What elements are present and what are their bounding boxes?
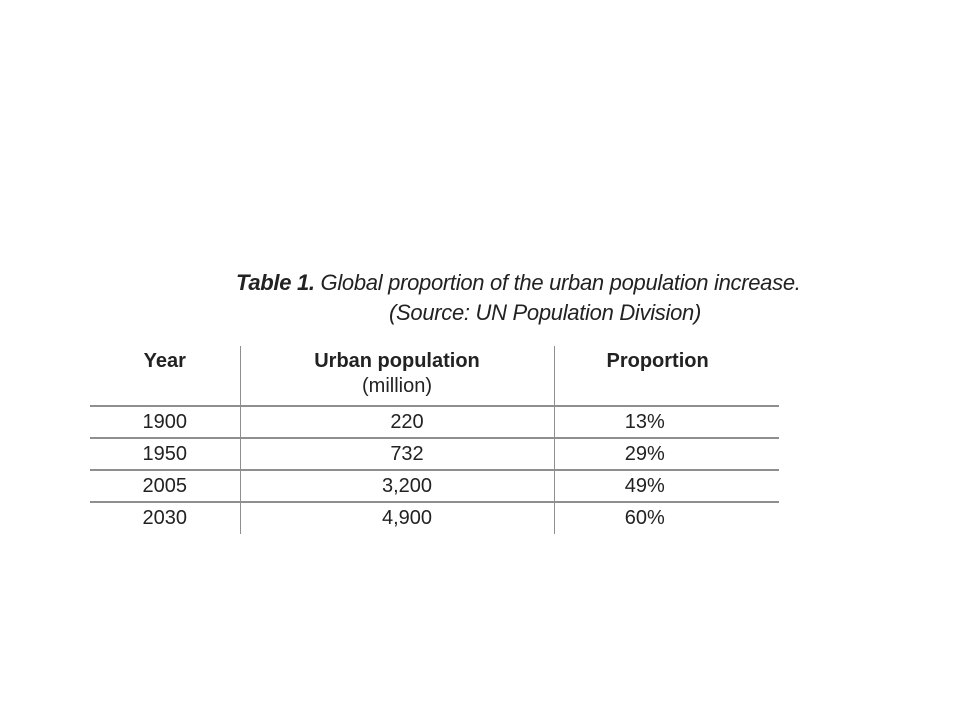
- caption-label: Table 1.: [236, 270, 315, 295]
- caption-text: Global proportion of the urban populatio…: [320, 270, 801, 295]
- cell-urban-population: 732: [239, 437, 554, 470]
- table-row: 1950 732 29%: [90, 437, 779, 470]
- table-header-row: Year Urban population (million) Proporti…: [90, 346, 779, 406]
- cell-proportion: 29%: [553, 437, 779, 470]
- cell-urban-population: 3,200: [239, 469, 554, 502]
- cell-urban-population: 220: [239, 405, 554, 438]
- header-proportion: Proportion: [553, 346, 779, 406]
- table-row: 2005 3,200 49%: [90, 469, 779, 502]
- caption-line-1: Table 1. Global proportion of the urban …: [236, 268, 896, 298]
- header-year: Year: [143, 350, 186, 372]
- cell-year: 2030: [90, 501, 240, 534]
- cell-proportion: 49%: [553, 469, 779, 502]
- table-row: 2030 4,900 60%: [90, 501, 779, 534]
- header-urban-population: Urban population (million): [239, 346, 554, 406]
- cell-proportion: 13%: [553, 405, 779, 438]
- cell-year: 1900: [90, 405, 240, 438]
- table-caption: Table 1. Global proportion of the urban …: [236, 268, 896, 328]
- cell-proportion: 60%: [553, 501, 779, 534]
- header-urban-population-label: Urban population: [314, 350, 480, 372]
- urban-population-table: Year Urban population (million) Proporti…: [90, 346, 779, 534]
- caption-source: (Source: UN Population Division): [389, 300, 701, 325]
- cell-year: 1950: [90, 437, 240, 470]
- header-urban-population-unit: (million): [362, 375, 432, 397]
- cell-year: 2005: [90, 469, 240, 502]
- table-row: 1900 220 13%: [90, 405, 779, 438]
- cell-urban-population: 4,900: [239, 501, 554, 534]
